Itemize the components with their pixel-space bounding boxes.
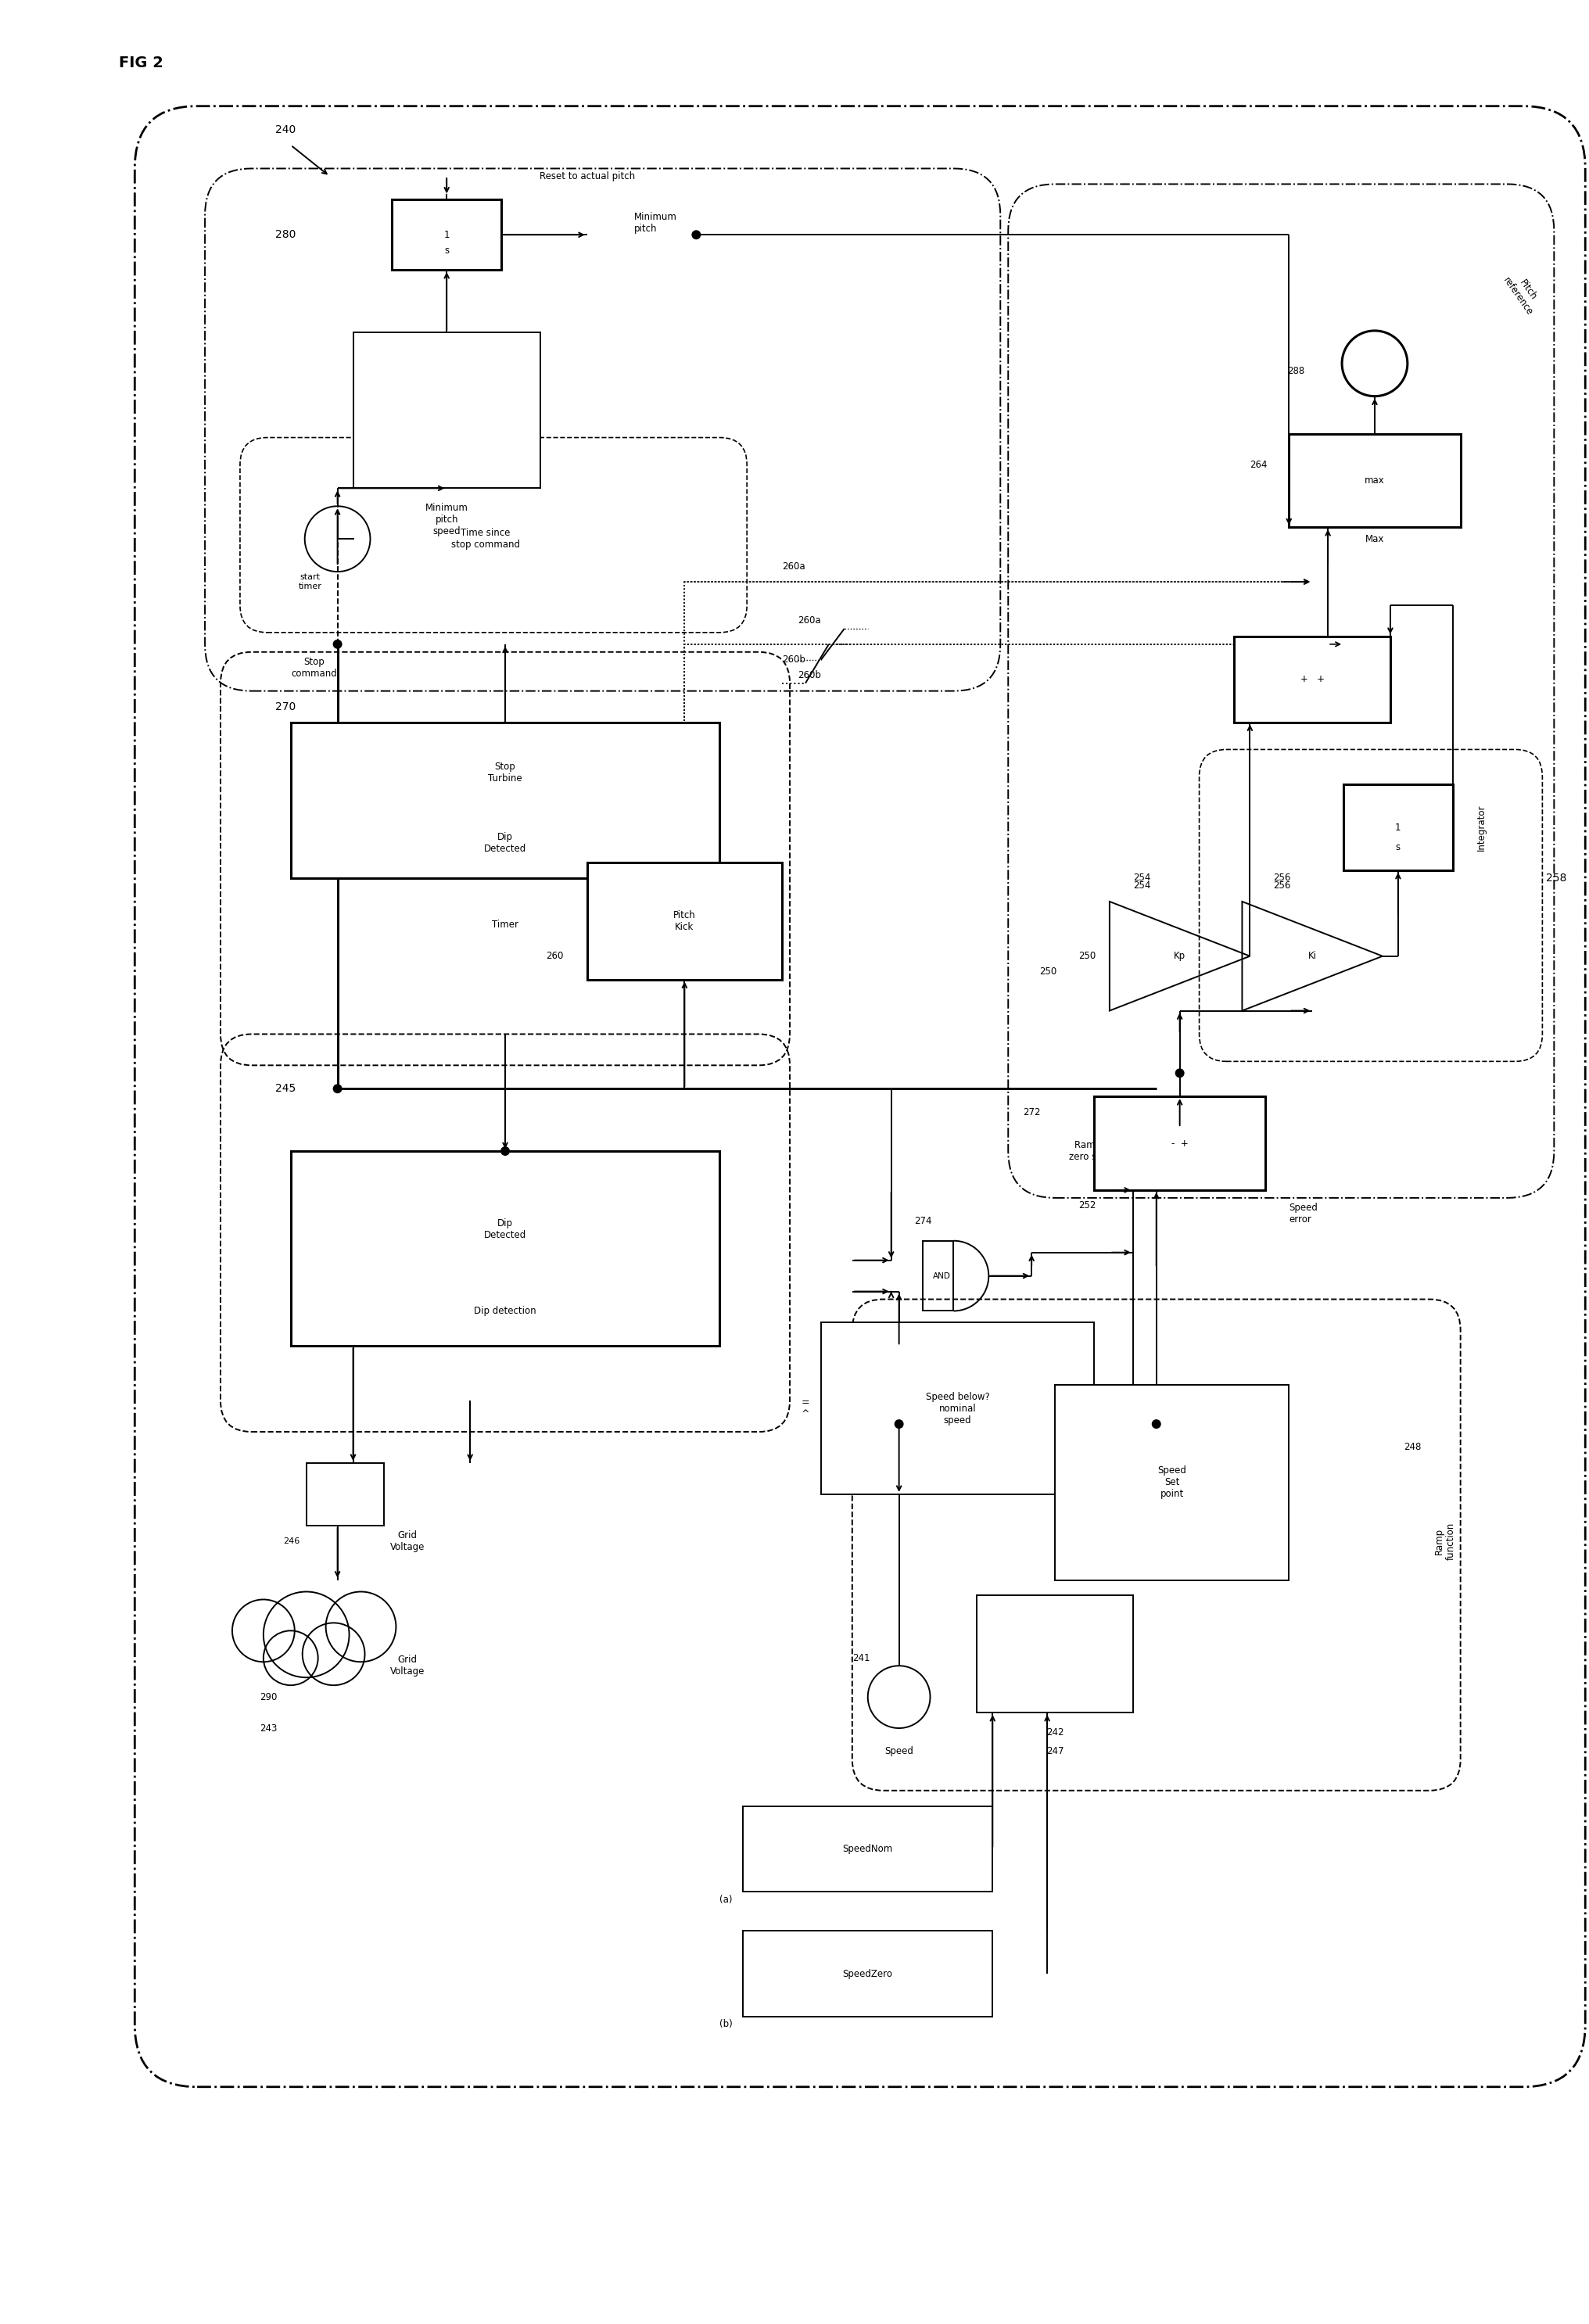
Circle shape	[332, 1083, 342, 1092]
Bar	[820, 1322, 1093, 1494]
Text: 1: 1	[1395, 823, 1400, 832]
Text: 241: 241	[852, 1652, 869, 1664]
Circle shape	[332, 639, 342, 648]
Text: Ramp to
zero speed: Ramp to zero speed	[1068, 1141, 1119, 1162]
Circle shape	[691, 230, 701, 239]
Text: Timer: Timer	[491, 920, 518, 930]
Circle shape	[501, 1146, 510, 1155]
Text: Speed
Set
point: Speed Set point	[1119, 1446, 1147, 1480]
Text: Speed below?
nominal
speed: Speed below? nominal speed	[925, 1392, 988, 1425]
Text: 290: 290	[259, 1692, 276, 1701]
Text: 245: 245	[275, 1083, 296, 1095]
Text: +   +: + +	[1300, 674, 1324, 683]
Text: 248: 248	[1403, 1443, 1421, 1452]
Text: AND: AND	[933, 1271, 950, 1281]
Text: 280: 280	[275, 230, 296, 239]
Text: start
timer: start timer	[299, 574, 321, 590]
Text: Speed
Set
point: Speed Set point	[1157, 1466, 1185, 1499]
Text: SpeedZero: SpeedZero	[842, 1968, 893, 1978]
Text: Stop
command: Stop command	[291, 658, 337, 679]
Text: 240: 240	[275, 123, 296, 135]
Text: Kp: Kp	[1173, 951, 1185, 962]
Text: 260b: 260b	[798, 669, 820, 681]
Text: FIG 2: FIG 2	[119, 56, 164, 70]
Text: Grid
Voltage: Grid Voltage	[391, 1529, 424, 1552]
Bar	[291, 1150, 720, 1346]
Text: max: max	[1363, 476, 1384, 486]
Text: (c): (c)	[1077, 1497, 1090, 1506]
Bar	[1343, 786, 1452, 872]
Bar	[392, 200, 501, 270]
Text: 272: 272	[1022, 1106, 1039, 1118]
Text: 260a: 260a	[798, 616, 820, 625]
Bar	[742, 1806, 992, 1892]
Text: 247: 247	[1046, 1745, 1063, 1757]
Text: 250: 250	[1077, 951, 1095, 962]
Text: 252: 252	[1077, 1202, 1095, 1211]
Text: 256: 256	[1273, 874, 1290, 883]
Bar	[1289, 435, 1460, 528]
Text: Pitch
reference: Pitch reference	[1500, 270, 1545, 318]
Text: 254: 254	[1133, 874, 1150, 883]
Text: Speed
reference: Speed reference	[1227, 1452, 1271, 1473]
Bar	[1055, 1385, 1289, 1580]
Text: Pitch
Kick: Pitch Kick	[674, 911, 696, 932]
Text: 260a: 260a	[782, 560, 804, 572]
Text: Max: Max	[1365, 535, 1384, 544]
Text: Ki: Ki	[1308, 951, 1316, 962]
Text: Grid
Voltage: Grid Voltage	[391, 1655, 424, 1676]
Circle shape	[1174, 1069, 1184, 1078]
Text: s: s	[443, 246, 448, 256]
Text: (b): (b)	[720, 2020, 733, 2029]
Bar	[586, 862, 782, 978]
Text: Stop
Turbine: Stop Turbine	[488, 762, 521, 783]
Text: 274: 274	[914, 1215, 931, 1227]
Text: 260b: 260b	[782, 655, 806, 665]
Text: (a): (a)	[720, 1894, 733, 1906]
Text: Dip
Detected: Dip Detected	[483, 832, 526, 853]
Text: 246: 246	[283, 1536, 299, 1545]
Text: Minimum
pitch: Minimum pitch	[634, 211, 677, 235]
Circle shape	[895, 1420, 903, 1429]
Text: 256: 256	[1273, 881, 1290, 890]
Text: 250: 250	[1039, 967, 1057, 976]
Text: 270: 270	[275, 702, 296, 711]
Text: Time since
stop command: Time since stop command	[451, 528, 520, 551]
Text: Integrator: Integrator	[1475, 804, 1486, 851]
Bar	[353, 332, 540, 488]
Text: 258: 258	[1546, 874, 1567, 883]
Text: -  +: - +	[1171, 1139, 1187, 1148]
Text: 242: 242	[1046, 1727, 1063, 1736]
Text: Speed: Speed	[883, 1745, 914, 1757]
Bar	[291, 723, 720, 878]
Text: Ramp
function: Ramp function	[1433, 1522, 1456, 1559]
Text: 288: 288	[1287, 367, 1305, 376]
Bar	[307, 1464, 385, 1525]
Text: Dip
Detected: Dip Detected	[483, 1218, 526, 1241]
Text: Dip detection: Dip detection	[474, 1306, 535, 1315]
Text: 1: 1	[443, 230, 450, 239]
Text: Minimum
pitch
speed: Minimum pitch speed	[424, 502, 467, 537]
Bar	[1093, 1097, 1265, 1190]
Circle shape	[1150, 1420, 1160, 1429]
Bar	[977, 1597, 1133, 1713]
Text: 254: 254	[1133, 881, 1150, 890]
Bar	[1233, 637, 1390, 723]
Text: SpeedNom: SpeedNom	[842, 1843, 893, 1855]
Text: 264: 264	[1249, 460, 1266, 469]
Text: 243: 243	[259, 1722, 276, 1734]
Bar	[742, 1931, 992, 2017]
Text: s: s	[1395, 841, 1400, 853]
Text: 260: 260	[547, 951, 564, 962]
Text: Speed
error: Speed error	[1289, 1202, 1317, 1225]
Text: Reset to actual pitch: Reset to actual pitch	[539, 172, 634, 181]
Text: =
^: = ^	[801, 1397, 809, 1420]
